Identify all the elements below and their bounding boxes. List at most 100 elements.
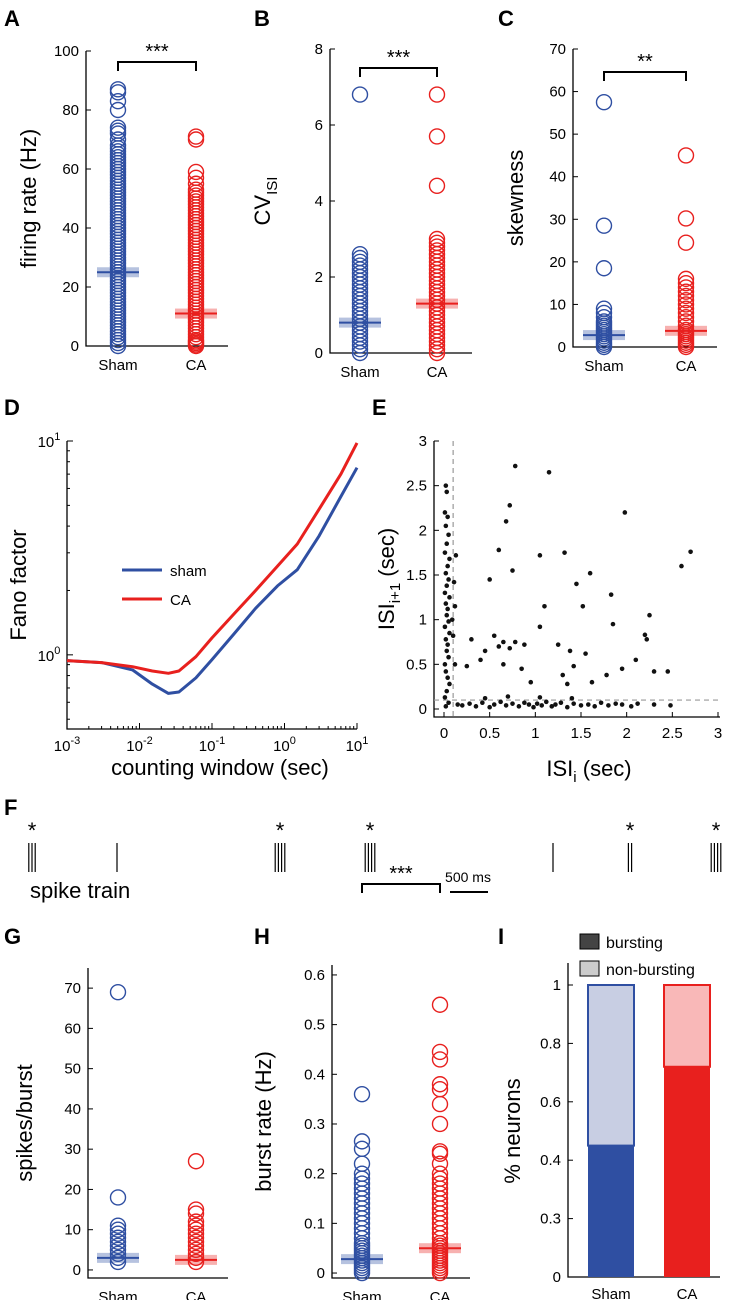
data-point: [353, 1085, 371, 1103]
panel-label: F: [4, 795, 17, 820]
data-point: [595, 94, 613, 111]
data-point: [443, 601, 449, 606]
series-line-sham: [66, 466, 359, 695]
y-tick-label: 2: [315, 269, 323, 286]
data-point: [647, 612, 652, 618]
data-point: [431, 1076, 449, 1093]
legend-label: sham: [170, 563, 207, 580]
data-point: [444, 612, 450, 618]
y-tick-label: 0.5: [304, 1017, 325, 1034]
axes-frame: [66, 441, 357, 730]
data-point: [574, 581, 579, 587]
data-point: [546, 469, 552, 475]
panel-a: A 0 20 40 60 80 100 firing rate (Hz) Sham CA ***: [4, 6, 228, 374]
series-sham: [583, 94, 625, 356]
data-point: [109, 1233, 127, 1250]
data-point: [505, 694, 511, 699]
y-axis-label-main: ISI: [374, 603, 399, 630]
series-sham: [339, 86, 381, 362]
series-ca: [175, 1153, 217, 1271]
data-point: [452, 603, 458, 609]
data-point: [560, 672, 566, 678]
bar-bursting: [588, 1145, 634, 1277]
data-point: [455, 702, 461, 707]
data-point: [443, 570, 449, 576]
data-point: [531, 704, 536, 710]
data-point: [595, 304, 613, 322]
data-point: [580, 603, 586, 609]
data-point: [668, 703, 673, 708]
data-point: [443, 704, 449, 709]
data-point: [608, 592, 614, 597]
x-tick-label: Sham: [340, 364, 379, 381]
data-point: [542, 603, 547, 609]
data-point: [351, 249, 369, 267]
data-point: [598, 700, 604, 706]
x-tick-label: CA: [430, 1289, 451, 1300]
data-point: [619, 702, 625, 707]
data-point: [447, 630, 452, 636]
data-point: [187, 1249, 205, 1267]
data-point: [677, 279, 695, 296]
spike-group: *: [626, 818, 635, 872]
significance-bracket: [117, 61, 197, 71]
data-point: [613, 701, 619, 706]
data-point: [688, 549, 693, 555]
y-axis-label-unit: (sec): [374, 528, 399, 583]
data-point: [449, 617, 455, 622]
data-point: [501, 662, 506, 667]
data-point: [665, 669, 671, 674]
data-point: [510, 701, 515, 706]
data-point: [353, 1165, 371, 1182]
data-point: [677, 309, 695, 326]
data-point: [516, 704, 522, 709]
x-tick-label: 0.5: [479, 725, 500, 742]
data-point: [446, 577, 451, 582]
y-tick-label: 60: [64, 1020, 81, 1037]
series-ca: [175, 128, 217, 355]
x-tick-label: 1.5: [571, 725, 592, 742]
panel-i: I 0 0.3 0.4 0.6 0.8 1 % neurons Sham CA bursting no…: [498, 924, 720, 1300]
data-point: [677, 210, 695, 227]
data-point: [109, 1229, 127, 1246]
data-point: [446, 654, 451, 660]
scale-bar-label: 500 ms: [445, 869, 491, 885]
data-point: [353, 1155, 371, 1172]
data-point: [187, 1221, 205, 1238]
significance-stars: **: [637, 51, 653, 73]
data-point: [351, 245, 369, 263]
data-point: [622, 510, 628, 515]
y-tick-label: 1: [419, 612, 427, 629]
data-point: [571, 663, 576, 669]
data-point: [534, 701, 540, 706]
data-point: [187, 1205, 205, 1222]
y-tick-label: 0.4: [540, 1152, 561, 1169]
data-point: [539, 703, 545, 708]
y-tick-label: 70: [64, 980, 81, 997]
data-point: [651, 702, 657, 707]
data-point: [565, 704, 570, 710]
panel-b: B 0 2 4 6 8 CVISI Sham CA ***: [250, 6, 472, 381]
significance-bracket: [361, 883, 441, 893]
data-point: [498, 699, 503, 705]
series-sham: [97, 983, 139, 1271]
y-tick-label: 0.8: [540, 1035, 561, 1052]
x-axis-label: ISIi (sec): [546, 756, 631, 786]
y-tick-label: 0.1: [304, 1215, 325, 1232]
y-tick-label: 0.6: [304, 967, 325, 984]
y-tick-label: 60: [62, 161, 79, 178]
data-point: [187, 169, 205, 187]
data-point: [677, 296, 695, 313]
data-point: [353, 1175, 371, 1192]
y-tick-label: 1: [553, 977, 561, 994]
data-point: [431, 1051, 449, 1068]
data-point: [595, 260, 613, 277]
x-tick-label: CA: [427, 364, 448, 381]
y-tick-label: 100: [54, 43, 79, 60]
data-point: [677, 147, 695, 164]
x-axis-label-unit: (sec): [577, 756, 632, 781]
data-point: [446, 619, 451, 624]
y-tick-label: 10: [64, 1222, 81, 1239]
